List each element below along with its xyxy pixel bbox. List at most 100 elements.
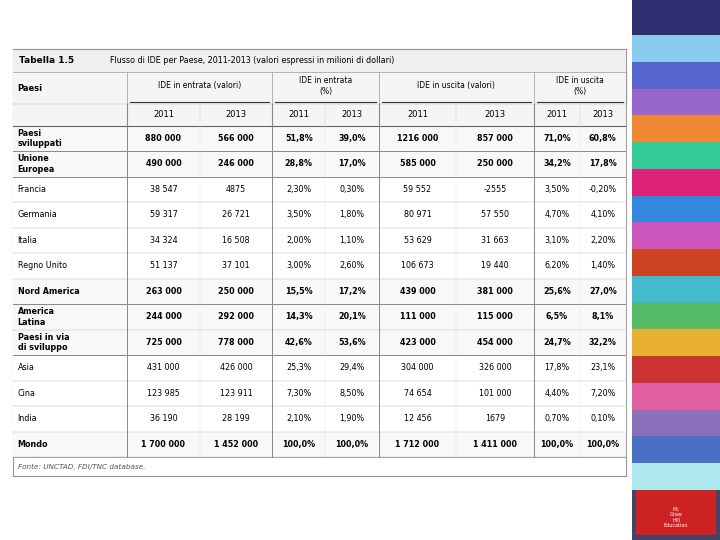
Text: 1,80%: 1,80% [340,211,364,219]
Text: 1 700 000: 1 700 000 [142,440,186,449]
Text: Flusso di IDE per Paese, 2011-2013 (valori espressi in milioni di dollari): Flusso di IDE per Paese, 2011-2013 (valo… [110,56,395,65]
Text: 250 000: 250 000 [218,287,254,296]
Text: 2013: 2013 [341,111,363,119]
Text: 0,10%: 0,10% [590,414,616,423]
Text: 3,50%: 3,50% [544,185,570,194]
Text: 381 000: 381 000 [477,287,513,296]
Text: 2013: 2013 [225,111,246,119]
Text: 106 673: 106 673 [401,261,434,271]
Text: IDE in entrata (valori): IDE in entrata (valori) [158,82,241,90]
Bar [13,381,626,406]
Text: Tutti i diritti di riproduzione sono vietati: Tutti i diritti di riproduzione sono vie… [416,523,623,532]
Text: 36 190: 36 190 [150,414,177,423]
Text: 566 000: 566 000 [218,134,254,143]
Bar [13,228,626,253]
Text: 37 101: 37 101 [222,261,250,271]
Text: 326 000: 326 000 [479,363,511,373]
Text: 454 000: 454 000 [477,338,513,347]
Bar [13,72,626,104]
Text: Paesi
sviluppati: Paesi sviluppati [18,129,63,148]
Bar [632,410,720,436]
Text: 2011: 2011 [407,111,428,119]
Text: Germania: Germania [18,211,58,219]
Text: Paesi in via
di sviluppo: Paesi in via di sviluppo [18,333,69,352]
Text: 16 508: 16 508 [222,236,250,245]
Text: 8,1%: 8,1% [592,312,614,321]
Bar [636,490,716,535]
Text: 2011: 2011 [546,111,567,119]
Text: 6,20%: 6,20% [544,261,570,271]
Bar [13,329,626,355]
Bar [13,49,626,72]
Text: 1679: 1679 [485,414,505,423]
Text: 17,2%: 17,2% [338,287,366,296]
Text: 263 000: 263 000 [145,287,181,296]
Text: 12 456: 12 456 [404,414,431,423]
Text: 31 663: 31 663 [482,236,509,245]
Text: 1,10%: 1,10% [340,236,364,245]
Text: Matteo Caroli: Matteo Caroli [8,523,77,532]
Text: 32,2%: 32,2% [589,338,617,347]
Text: 3,00%: 3,00% [287,261,311,271]
Text: 17,8%: 17,8% [544,363,570,373]
Bar [632,276,720,302]
Bar [632,490,720,540]
Bar [632,195,720,222]
Text: 1216 000: 1216 000 [397,134,438,143]
Text: Mc
Graw
Hill
Education: Mc Graw Hill Education [664,507,688,528]
Text: 123 985: 123 985 [147,389,180,398]
Text: 34 324: 34 324 [150,236,177,245]
Text: 304 000: 304 000 [401,363,433,373]
Text: Mondo: Mondo [18,440,48,449]
Bar [13,406,626,431]
Text: 3,50%: 3,50% [286,211,312,219]
Text: 8,50%: 8,50% [339,389,365,398]
Bar [632,383,720,410]
Text: 1,40%: 1,40% [590,261,616,271]
Bar [632,62,720,89]
Text: 51 137: 51 137 [150,261,177,271]
Bar [13,104,626,126]
Bar [632,329,720,356]
Text: Regno Unito: Regno Unito [18,261,67,271]
Text: Paesi: Paesi [18,84,42,93]
Text: 123 911: 123 911 [220,389,252,398]
Text: 423 000: 423 000 [400,338,436,347]
Text: 431 000: 431 000 [148,363,180,373]
Text: 1,90%: 1,90% [339,414,365,423]
Text: 2,20%: 2,20% [590,236,616,245]
Text: 7,30%: 7,30% [286,389,312,398]
Bar [632,35,720,62]
Bar [13,126,626,151]
Text: Unione
Europea: Unione Europea [18,154,55,173]
Text: 4,70%: 4,70% [544,211,570,219]
Text: Copyright © 2016: Copyright © 2016 [528,500,623,510]
Text: Fonte: UNCTAD, FDI/TNC database.: Fonte: UNCTAD, FDI/TNC database. [18,464,145,470]
Bar [632,89,720,116]
Text: 27,0%: 27,0% [589,287,616,296]
Text: 100,0%: 100,0% [586,440,619,449]
Text: 39,0%: 39,0% [338,134,366,143]
Text: 4,10%: 4,10% [590,211,616,219]
Text: 0,30%: 0,30% [340,185,364,194]
Text: 111 000: 111 000 [400,312,436,321]
Text: 53,6%: 53,6% [338,338,366,347]
Text: 38 547: 38 547 [150,185,177,194]
Text: 7,20%: 7,20% [590,389,616,398]
Text: 101 000: 101 000 [479,389,511,398]
Text: 4875: 4875 [226,185,246,194]
Text: Cina: Cina [18,389,35,398]
Text: 2,60%: 2,60% [339,261,365,271]
Bar [632,249,720,276]
Bar [632,302,720,329]
Text: -2555: -2555 [483,185,507,194]
Text: 3,10%: 3,10% [544,236,570,245]
Text: 2013: 2013 [592,111,613,119]
Text: 60,8%: 60,8% [589,134,616,143]
Text: Asia: Asia [18,363,35,373]
Bar [13,177,626,202]
Text: 19 440: 19 440 [482,261,509,271]
Bar [632,436,720,463]
Bar [632,222,720,249]
Bar [632,356,720,383]
